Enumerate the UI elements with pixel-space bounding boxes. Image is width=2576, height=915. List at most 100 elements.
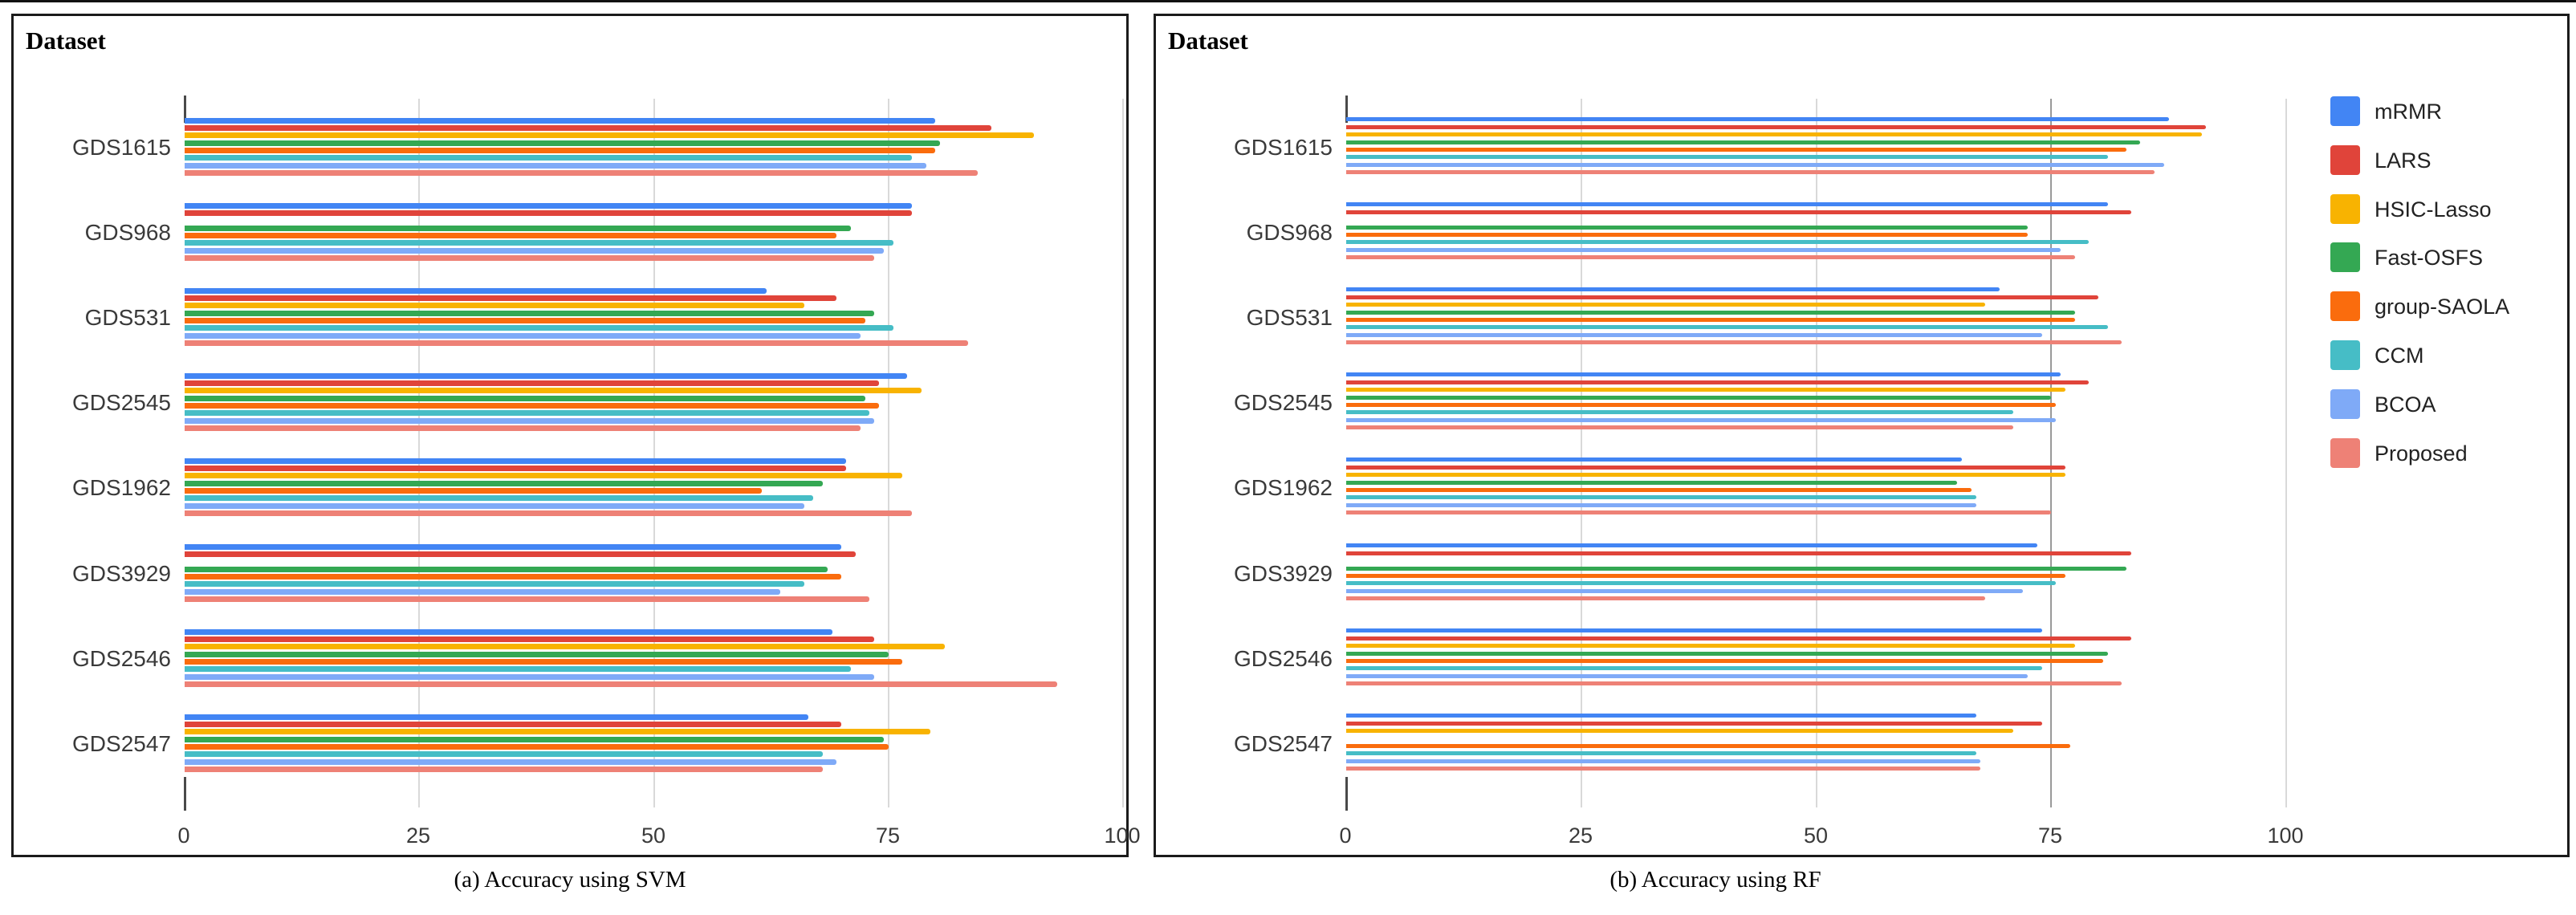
bar-GDS3929-Proposed xyxy=(185,596,869,602)
x-tick-label-75: 75 xyxy=(2037,824,2063,848)
bar-GDS2545-BCOA xyxy=(185,418,874,424)
legend-item-Fast-OSFS: Fast-OSFS xyxy=(2330,242,2563,273)
bar-GDS3929-mRMR xyxy=(185,544,841,550)
bar-GDS1962-CCM xyxy=(1346,495,1976,499)
axis-tick-zero-top xyxy=(184,96,186,123)
gridline-x100 xyxy=(2285,99,2287,807)
x-tick-label-25: 25 xyxy=(405,824,431,848)
bar-GDS1962-mRMR xyxy=(185,458,846,464)
legend-swatch-CCM xyxy=(2330,340,2360,370)
bar-GDS2547-Fast-OSFS xyxy=(185,737,884,742)
bar-GDS2545-LARS xyxy=(185,380,879,386)
bar-GDS531-BCOA xyxy=(185,333,861,339)
gridline-x75 xyxy=(2050,99,2052,807)
bar-GDS968-CCM xyxy=(185,240,893,246)
legend-label-HSIC-Lasso: HSIC-Lasso xyxy=(2375,197,2492,222)
bar-GDS531-CCM xyxy=(1346,325,2108,329)
bar-GDS2546-Fast-OSFS xyxy=(1346,652,2108,656)
bar-GDS2545-mRMR xyxy=(1346,372,2061,376)
bar-GDS531-Proposed xyxy=(185,340,968,346)
figure-top-border xyxy=(0,0,2576,2)
bar-GDS968-mRMR xyxy=(185,203,912,209)
legend-swatch-mRMR xyxy=(2330,96,2360,126)
x-tick-label-100: 100 xyxy=(1104,824,1141,848)
bar-GDS1615-Proposed xyxy=(1346,170,2155,174)
x-tick-label-50: 50 xyxy=(641,824,666,848)
bar-GDS1962-BCOA xyxy=(185,503,804,509)
legend-swatch-Fast-OSFS xyxy=(2330,242,2360,273)
bar-GDS2547-BCOA xyxy=(1346,759,1980,763)
bar-GDS1615-BCOA xyxy=(1346,163,2164,167)
category-label-GDS2545: GDS2545 xyxy=(1234,390,1333,415)
bar-GDS2545-HSIC-Lasso xyxy=(1346,388,2065,392)
rf-axis-title: Dataset xyxy=(1168,26,1248,55)
bar-GDS3929-CCM xyxy=(1346,581,2056,585)
bar-GDS2547-CCM xyxy=(1346,751,1976,755)
bar-GDS1962-HSIC-Lasso xyxy=(185,473,902,478)
bar-GDS1962-Proposed xyxy=(185,510,912,516)
bar-GDS531-HSIC-Lasso xyxy=(1346,303,1985,307)
bar-GDS2545-HSIC-Lasso xyxy=(185,388,922,393)
bar-GDS2545-CCM xyxy=(185,410,869,416)
bar-GDS2545-Proposed xyxy=(185,425,861,431)
bar-GDS2547-HSIC-Lasso xyxy=(185,729,930,734)
bar-GDS1615-group-SAOLA xyxy=(185,148,935,153)
axis-tick-zero-top xyxy=(1345,96,1348,123)
bar-GDS1962-mRMR xyxy=(1346,458,1962,462)
bar-GDS531-Proposed xyxy=(1346,340,2122,344)
bar-GDS968-Fast-OSFS xyxy=(185,226,851,231)
bar-GDS968-BCOA xyxy=(1346,248,2061,252)
bar-GDS1615-BCOA xyxy=(185,163,926,169)
x-tick-label-0: 0 xyxy=(1339,824,1352,848)
category-label-GDS968: GDS968 xyxy=(84,220,171,245)
category-label-GDS3929: GDS3929 xyxy=(1234,561,1333,586)
bar-GDS2546-group-SAOLA xyxy=(1346,659,2103,663)
bar-GDS531-BCOA xyxy=(1346,333,2042,337)
bar-GDS531-group-SAOLA xyxy=(185,318,865,323)
bar-GDS3929-BCOA xyxy=(1346,589,2023,593)
category-label-GDS1962: GDS1962 xyxy=(72,475,171,500)
bar-GDS531-Fast-OSFS xyxy=(185,311,874,316)
bar-GDS2545-LARS xyxy=(1346,380,2089,384)
svm-axis-title: Dataset xyxy=(26,26,106,55)
category-label-GDS2547: GDS2547 xyxy=(72,731,171,756)
bar-GDS3929-LARS xyxy=(1346,551,2131,555)
bar-GDS2545-CCM xyxy=(1346,410,2013,414)
bar-GDS1962-BCOA xyxy=(1346,503,1976,507)
bar-GDS1962-Fast-OSFS xyxy=(185,481,823,486)
bar-GDS3929-CCM xyxy=(185,581,804,587)
bar-GDS1615-Fast-OSFS xyxy=(185,140,940,146)
bar-GDS2547-Proposed xyxy=(185,767,823,772)
bar-GDS2547-mRMR xyxy=(1346,714,1976,718)
bar-GDS968-group-SAOLA xyxy=(185,233,836,238)
bar-GDS1615-Fast-OSFS xyxy=(1346,140,2140,144)
legend-swatch-BCOA xyxy=(2330,388,2360,419)
axis-tick-zero-bottom xyxy=(184,777,186,811)
bar-GDS2547-CCM xyxy=(185,751,823,757)
legend-swatch-LARS xyxy=(2330,144,2360,175)
legend-swatch-Proposed xyxy=(2330,437,2360,468)
bar-GDS968-Proposed xyxy=(185,255,874,261)
bar-GDS1615-mRMR xyxy=(1346,117,2169,121)
bar-GDS1615-CCM xyxy=(185,155,912,161)
bar-GDS2547-group-SAOLA xyxy=(1346,744,2070,748)
bar-GDS1615-LARS xyxy=(185,125,991,131)
category-label-GDS1962: GDS1962 xyxy=(1234,475,1333,500)
legend-label-group-SAOLA: group-SAOLA xyxy=(2375,295,2510,319)
bar-GDS968-Fast-OSFS xyxy=(1346,226,2028,230)
bar-GDS968-mRMR xyxy=(1346,202,2108,206)
x-tick-label-25: 25 xyxy=(1568,824,1593,848)
bar-GDS1962-group-SAOLA xyxy=(1346,488,1972,492)
panel-svm: Dataset GDS1615 GDS968 GDS531 GDS2545 GDS196… xyxy=(11,14,1141,857)
gridline-x100 xyxy=(1122,99,1124,807)
bar-GDS2545-mRMR xyxy=(185,373,907,379)
bar-GDS2546-HSIC-Lasso xyxy=(1346,644,2075,648)
bar-GDS531-CCM xyxy=(185,325,893,331)
bar-GDS2546-BCOA xyxy=(185,674,874,680)
bar-GDS1962-LARS xyxy=(185,466,846,471)
category-label-GDS2546: GDS2546 xyxy=(72,646,171,671)
x-tick-label-75: 75 xyxy=(875,824,901,848)
bar-GDS1615-HSIC-Lasso xyxy=(1346,132,2202,136)
legend-item-CCM: CCM xyxy=(2330,340,2563,371)
